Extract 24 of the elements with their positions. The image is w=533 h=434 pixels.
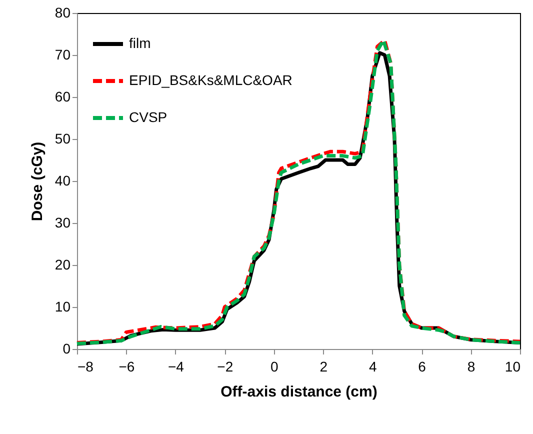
x-tick-label: 10	[504, 358, 521, 374]
x-tick-label: −8	[78, 358, 94, 374]
x-tick-label: −6	[118, 358, 135, 374]
x-tick-label: 0	[270, 358, 278, 374]
y-tick-label: 20	[54, 256, 71, 272]
y-axis-title: Dose (cGy)	[28, 142, 46, 222]
y-tick-label: 50	[54, 130, 71, 146]
x-axis-title: Off-axis distance (cm)	[220, 384, 378, 400]
x-tick-label: −4	[168, 358, 184, 374]
x-tick-label: −2	[217, 358, 234, 374]
x-tick-label: 4	[368, 358, 377, 374]
y-tick-label: 0	[62, 340, 71, 356]
legend-label: CVSP	[129, 109, 168, 125]
y-tick-label: 60	[54, 88, 71, 104]
y-tick-label: 80	[54, 4, 71, 20]
y-tick-label: 70	[54, 46, 71, 62]
legend-label: EPID_BS&Ks&MLC&OAR	[129, 72, 292, 88]
x-tick-label: 2	[320, 358, 328, 374]
y-tick-label: 30	[54, 214, 71, 230]
x-tick-label: 8	[467, 358, 476, 374]
x-tick-label: 6	[418, 358, 426, 374]
legend-label: film	[129, 35, 151, 51]
y-tick-label: 40	[54, 172, 71, 188]
y-tick-label: 10	[54, 298, 71, 314]
